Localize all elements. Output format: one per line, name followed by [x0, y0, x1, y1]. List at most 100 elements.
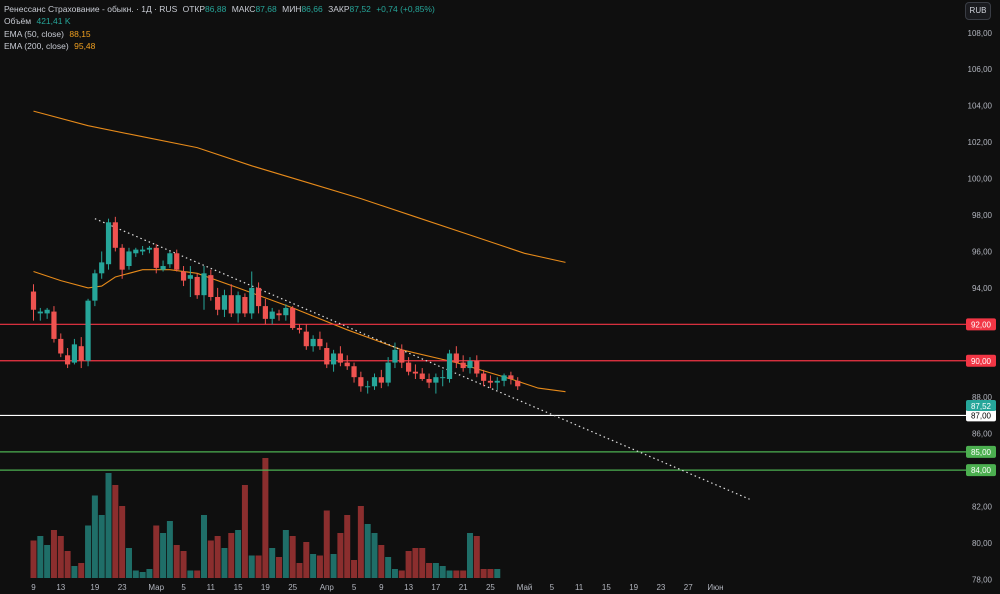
volume-bar [91, 495, 98, 578]
volume-bar [364, 524, 371, 578]
candle-body [276, 313, 282, 316]
volume-bar [235, 530, 242, 578]
time-tick-label: 19 [90, 583, 99, 592]
time-tick-label: Май [517, 583, 533, 592]
time-tick-label: 5 [181, 583, 186, 592]
time-tick-label: 25 [486, 583, 495, 592]
volume-bar [248, 555, 255, 578]
volume-bar [37, 536, 44, 578]
volume-bar [119, 506, 126, 578]
volume-bar [282, 530, 289, 578]
low-label: МИН [282, 4, 302, 14]
candle-body [351, 366, 357, 378]
time-tick-label: 11 [575, 583, 584, 592]
volume-value: 421,41 K [36, 16, 71, 27]
volume-legend-row[interactable]: Объём 421,41 K [4, 15, 438, 27]
price-tick-label: 96,00 [972, 247, 993, 256]
volume-bar [132, 570, 139, 578]
price-tick-label: 106,00 [968, 65, 993, 74]
volume-bar [344, 515, 351, 578]
candle-body [283, 307, 289, 316]
level-price-label: 87,00 [971, 411, 992, 420]
volume-bar [221, 548, 228, 578]
volume-bar [453, 570, 460, 578]
volume-bar [50, 530, 57, 578]
candle-body [51, 311, 57, 339]
time-tick-label: 11 [207, 583, 216, 592]
candle-body [446, 353, 453, 379]
volume-bar [439, 566, 446, 578]
volume-bar [330, 554, 337, 578]
candle-body [269, 311, 275, 319]
candle-body [453, 353, 459, 363]
time-tick-label: 21 [459, 583, 468, 592]
volume-bar [351, 560, 358, 578]
candle-body [487, 380, 494, 383]
volume-bar [371, 533, 378, 578]
symbol-name[interactable]: Ренессанс Страхование - обыкн. · 1Д · RU… [4, 4, 178, 14]
price-tick-label: 98,00 [972, 211, 993, 220]
volume-bar [303, 542, 310, 578]
candle-body [44, 309, 50, 314]
candle-body [112, 222, 118, 248]
high-value: 87,68 [255, 4, 277, 14]
price-tick-label: 102,00 [968, 138, 993, 147]
volume-bar [316, 555, 323, 578]
price-tick-label: 108,00 [968, 29, 993, 38]
volume-bar [391, 569, 398, 578]
volume-bar [57, 536, 64, 578]
candle-body [317, 338, 323, 347]
volume-bar [419, 548, 426, 578]
candle-body [501, 375, 507, 381]
candle-body [65, 355, 71, 365]
candle-body [167, 253, 173, 265]
volume-bar [214, 536, 221, 578]
ema50-legend-row[interactable]: EMA (50, close) 88,15 [4, 28, 438, 40]
volume-bar [228, 533, 235, 578]
volume-bar [357, 506, 364, 578]
candle-body [467, 360, 473, 369]
time-tick-label: 25 [288, 583, 297, 592]
volume-bar [160, 533, 167, 578]
volume-bar [85, 525, 92, 578]
high-label: МАКС [231, 4, 256, 14]
candle-body [71, 344, 78, 363]
candle-body [330, 353, 337, 365]
volume-bar [71, 566, 78, 578]
time-tick-label: 9 [31, 583, 36, 592]
candle-body [99, 262, 105, 274]
candle-body [119, 247, 125, 270]
volume-bar [187, 570, 194, 578]
volume-bar [98, 515, 105, 578]
volume-bar [146, 569, 153, 578]
candle-body [508, 375, 514, 379]
currency-button[interactable]: RUB [965, 2, 991, 20]
time-tick-label: 17 [431, 583, 440, 592]
time-tick-label: Июн [707, 583, 723, 592]
candle-body [481, 373, 487, 381]
time-tick-label: 23 [656, 583, 665, 592]
time-tick-label: 5 [352, 583, 357, 592]
volume-bar [337, 533, 344, 578]
candle-body [392, 349, 398, 363]
candle-body [412, 371, 419, 374]
volume-bar [262, 458, 269, 578]
volume-bar [201, 515, 207, 578]
candle-body [460, 362, 466, 369]
level-price-tag [966, 409, 996, 422]
ema200-legend-row[interactable]: EMA (200, close) 95,48 [4, 40, 438, 52]
level-price-label: 84,00 [971, 466, 992, 475]
price-tick-label: 80,00 [972, 539, 993, 548]
volume-bar [310, 554, 317, 578]
last-price-label: 87,52 [971, 402, 992, 411]
chart-legend: Ренессанс Страхование - обыкн. · 1Д · RU… [4, 3, 438, 52]
volume-bar [173, 545, 180, 578]
time-tick-label: 15 [234, 583, 243, 592]
level-price-tag [966, 318, 996, 331]
volume-bar [473, 536, 480, 578]
candle-body [419, 373, 425, 379]
candle-body [221, 295, 228, 310]
candle-body [290, 307, 296, 328]
